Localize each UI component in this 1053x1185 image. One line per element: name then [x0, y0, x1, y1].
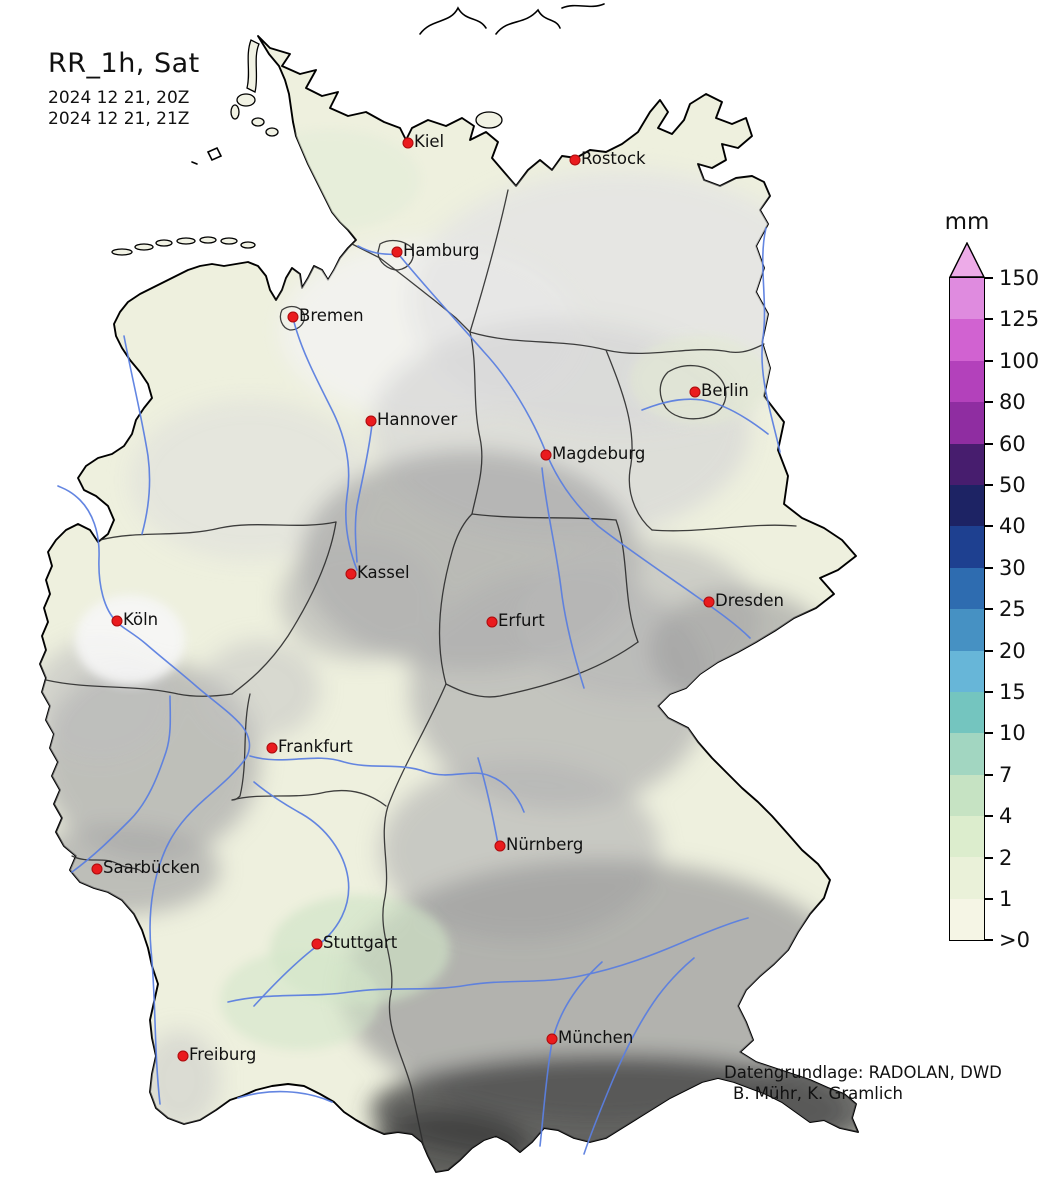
attribution-source: Datengrundlage: RADOLAN, DWD: [724, 1063, 1002, 1082]
colorbar-tick-label: 50: [999, 473, 1026, 497]
colorbar-segment: [950, 816, 984, 858]
attribution-authors: B. Mühr, K. Gramlich: [733, 1084, 903, 1103]
colorbar-tick-label: 150: [999, 266, 1040, 290]
colorbar-segment: [950, 319, 984, 361]
title-block: RR_1h, Sat 2024 12 21, 20Z 2024 12 21, 2…: [48, 48, 200, 130]
colorbar-tick-label: 1: [999, 887, 1013, 911]
timestamp-end: 2024 12 21, 21Z: [48, 109, 190, 129]
neighbour-coast-outlines: [191, 3, 605, 165]
colorbar-segment: [950, 898, 984, 941]
colorbar-segment: [950, 360, 984, 403]
attribution: Datengrundlage: RADOLAN, DWD B. Mühr, K.…: [724, 1062, 1002, 1104]
colorbar-tick-label: 80: [999, 390, 1026, 415]
colorbar-tick: [985, 525, 993, 528]
colorbar-tick-label: 40: [999, 514, 1026, 539]
colorbar-tick-label: 30: [999, 555, 1026, 580]
cloud-shading-layer: [40, 130, 858, 1172]
colorbar-segment: [950, 733, 984, 775]
colorbar-overflow-arrow: [949, 242, 986, 278]
colorbar-tick-label: 2: [999, 845, 1013, 870]
map-title: RR_1h, Sat: [48, 48, 200, 79]
colorbar-tick-label: 20: [999, 638, 1026, 663]
colorbar-tick-label: 7: [999, 762, 1013, 787]
colorbar-segment: [950, 484, 984, 527]
colorbar-tick: [985, 732, 993, 735]
colorbar-segment: [950, 691, 984, 734]
colorbar-tick: [985, 608, 993, 611]
colorbar-tick-label: 25: [999, 597, 1026, 622]
colorbar-tick-label: 15: [999, 680, 1026, 704]
colorbar-tick: [985, 442, 993, 445]
colorbar-segment: [950, 567, 984, 610]
colorbar-tick-label: 4: [999, 804, 1013, 829]
rivers-layer: [57, 227, 781, 1155]
colorbar-tick: [985, 484, 993, 486]
colorbar-tick: [985, 318, 993, 321]
colorbar-tick: [985, 773, 993, 776]
colorbar-tick-label: >0: [999, 928, 1030, 953]
colorbar-tick: [985, 566, 993, 569]
colorbar-tick: [985, 649, 993, 652]
map-timestamps: 2024 12 21, 20Z 2024 12 21, 21Z: [48, 88, 200, 130]
colorbar-segment: [950, 526, 984, 568]
colorbar-scale: [949, 277, 985, 942]
colorbar-tick-label: 125: [999, 307, 1040, 332]
state-borders-layer: [45, 189, 797, 1149]
colorbar-unit-label: mm: [944, 209, 990, 235]
timestamp-start: 2024 12 21, 20Z: [48, 88, 190, 108]
colorbar-tick: [985, 939, 993, 942]
colorbar-segment: [950, 402, 984, 444]
colorbar-tick: [985, 691, 993, 693]
colorbar-tick-label: 10: [999, 721, 1026, 746]
colorbar-segment: [950, 857, 984, 899]
colorbar-tick: [985, 815, 993, 818]
colorbar-segment: [950, 443, 984, 485]
colorbar-tick: [985, 856, 993, 859]
colorbar-tick-label: 60: [999, 431, 1026, 456]
colorbar-segment: [950, 650, 984, 692]
islands-layer: [111, 39, 503, 256]
colorbar-tick-label: 100: [999, 348, 1040, 373]
colorbar-tick: [985, 277, 993, 279]
colorbar-segment: [950, 609, 984, 651]
colorbar-tick: [985, 359, 993, 362]
colorbar-segment: [950, 774, 984, 817]
colorbar-tick: [985, 401, 993, 404]
colorbar-tick: [985, 898, 993, 900]
colorbar-segment: [950, 278, 984, 320]
